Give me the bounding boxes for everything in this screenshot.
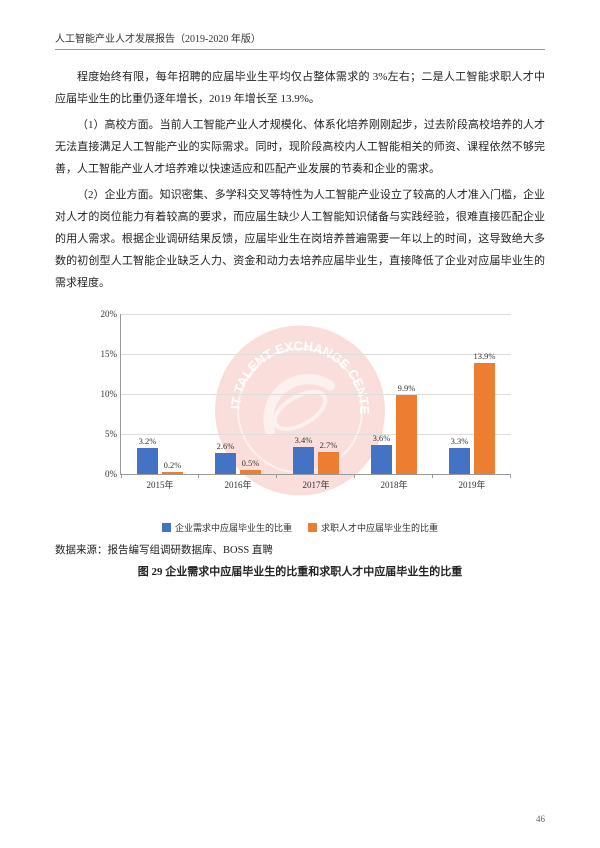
bar-value-label: 0.5%: [242, 458, 260, 468]
bar: 3.6%: [371, 445, 392, 474]
bar-value-label: 13.9%: [474, 351, 496, 361]
y-axis-tick: 15%: [101, 349, 118, 359]
legend-item: 求职人才中应届毕业生的比重: [308, 521, 438, 534]
x-axis-tick: 2019年: [433, 478, 511, 491]
bar-value-label: 2.6%: [217, 441, 235, 451]
paragraph-1: 程度始终有限，每年招聘的应届毕业生平均仅占整体需求的 3%左右；二是人工智能求职…: [55, 66, 545, 110]
bar-group: 3.3%13.9%: [433, 363, 511, 474]
legend-label: 企业需求中应届毕业生的比重: [175, 521, 292, 534]
bar-value-label: 3.3%: [451, 436, 469, 446]
bar: 3.4%: [293, 447, 314, 474]
paragraph-3: （2）企业方面。知识密集、多学科交叉等特性为人工智能产业设立了较高的人才准入门槛…: [55, 184, 545, 294]
gridline: [121, 354, 511, 355]
y-axis-tick: 5%: [105, 429, 117, 439]
data-source: 数据来源：报告编写组调研数据库、BOSS 直聘: [55, 540, 545, 561]
bar-value-label: 9.9%: [398, 383, 416, 393]
bar: 9.9%: [396, 395, 417, 474]
bar-group: 3.4%2.7%: [277, 447, 355, 474]
x-axis-tick: 2016年: [199, 478, 277, 491]
y-axis-tick: 0%: [105, 469, 117, 479]
chart-plot-area: 0%5%10%15%20%3.2%0.2%2015年2.6%0.5%2016年3…: [120, 314, 511, 475]
bar: 3.3%: [449, 448, 470, 474]
bar-value-label: 3.6%: [373, 433, 391, 443]
legend-label: 求职人才中应届毕业生的比重: [321, 521, 438, 534]
figure-caption: 图 29 企业需求中应届毕业生的比重和求职人才中应届毕业生的比重: [55, 563, 545, 579]
legend-swatch: [162, 523, 171, 532]
bar-group: 3.2% 0.2%: [121, 448, 199, 474]
legend-swatch: [308, 523, 317, 532]
x-axis-tick: 2015年: [121, 478, 199, 491]
x-axis-tick: 2017年: [277, 478, 355, 491]
bar: 2.6%: [215, 453, 236, 474]
chart-legend: 企业需求中应届毕业生的比重 求职人才中应届毕业生的比重: [85, 521, 515, 534]
paragraph-2: （1）高校方面。当前人工智能产业人才规模化、体系化培养刚刚起步，过去阶段高校培养…: [55, 114, 545, 180]
bar: 2.7%: [318, 452, 339, 474]
chart-container: MIIT TALENT EXCHANGE CENTER 0%5%10%15%20…: [85, 304, 515, 534]
bar-group: 2.6% 0.5%: [199, 453, 277, 474]
y-axis-tick: 10%: [101, 389, 118, 399]
bar: 0.2%: [162, 472, 183, 474]
bar-group: 3.6%9.9%: [355, 395, 433, 474]
bar-value-label: 3.4%: [295, 435, 313, 445]
bar: 13.9%: [474, 363, 495, 474]
bar-value-label: 3.2%: [139, 436, 157, 446]
page-header: 人工智能产业人才发展报告（2019-2020 年版）: [55, 30, 545, 50]
bar: 3.2%: [137, 448, 158, 474]
bar-value-label: 0.2%: [164, 460, 182, 470]
bar-value-label: 2.7%: [320, 440, 338, 450]
legend-item: 企业需求中应届毕业生的比重: [162, 521, 292, 534]
bar: 0.5%: [240, 470, 261, 474]
x-axis-tick: 2018年: [355, 478, 433, 491]
y-axis-tick: 20%: [101, 309, 118, 319]
gridline: [121, 314, 511, 315]
page-number: 46: [536, 814, 545, 824]
